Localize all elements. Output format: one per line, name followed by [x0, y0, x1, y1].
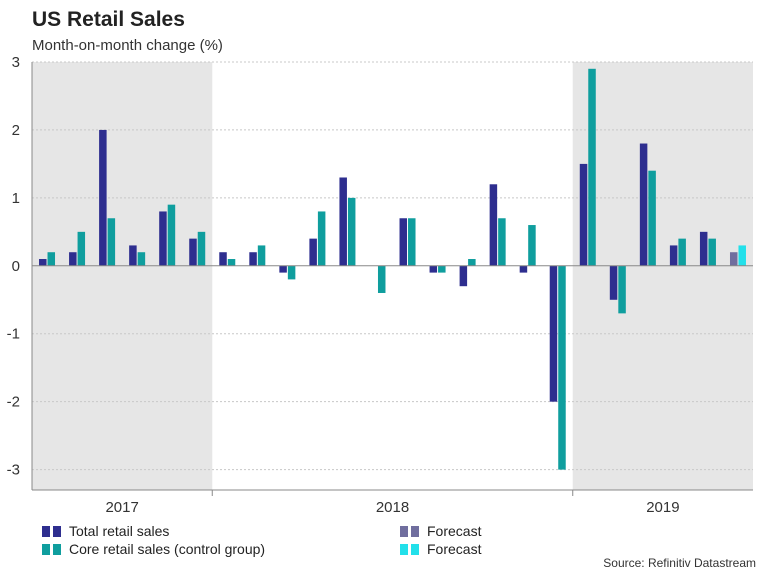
bar-total-retail: [609, 265, 618, 300]
bar-total-retail: [519, 265, 528, 273]
bar-core-retail: [558, 265, 566, 470]
legend-label-forecast-core: Forecast: [427, 541, 482, 557]
bar-core-retail: [77, 231, 86, 266]
bar-core-retail: [588, 68, 596, 266]
bar-total-retail: [39, 259, 47, 266]
legend-swatch-total: [42, 525, 50, 537]
bar-core-retail: [47, 252, 56, 266]
bar-core-retail: [528, 225, 536, 266]
y-tick-label: 3: [12, 54, 20, 71]
legend-label-total: Total retail sales: [69, 523, 170, 539]
bar-total-retail: [339, 177, 347, 266]
bar-total-retail: [579, 163, 588, 266]
bar-total-retail: [279, 265, 287, 273]
legend-item-forecast-total: Forecast: [400, 523, 481, 539]
bar-core-retail: [317, 211, 326, 266]
legend-swatch-forecast-core-2: [411, 543, 419, 555]
year-shade-2017: [32, 62, 213, 490]
legend-item-forecast-core: Forecast: [400, 541, 481, 557]
bar-total-retail: [549, 265, 558, 402]
chart-subtitle: Month-on-month change (%): [32, 37, 223, 54]
bar-core-retail: [377, 265, 386, 293]
bar-core-retail: [137, 252, 146, 266]
bar-core-retail: [438, 265, 446, 273]
legend-swatch-forecast-core: [400, 543, 408, 555]
y-tick-label: -1: [7, 326, 20, 343]
chart-title: US Retail Sales: [32, 8, 185, 31]
legend-item-core: Core retail sales (control group): [42, 541, 265, 557]
bar-total-retail: [189, 238, 197, 266]
legend-swatch-core: [42, 543, 50, 555]
bar-core-retail: [738, 245, 746, 266]
bar-total-retail: [159, 211, 167, 266]
bar-total-retail: [69, 252, 77, 266]
legend-label-forecast-total: Forecast: [427, 523, 482, 539]
bar-core-retail: [257, 245, 266, 266]
y-tick-label: -3: [7, 462, 20, 479]
bar-core-retail: [197, 231, 206, 266]
bar-total-retail: [429, 265, 438, 273]
bar-core-retail: [468, 259, 476, 266]
bar-total-retail: [489, 184, 498, 266]
bar-core-retail: [498, 218, 506, 266]
y-tick-label: -2: [7, 394, 20, 411]
y-tick-label: 1: [12, 190, 20, 207]
bar-core-retail: [678, 238, 686, 266]
year-shade-2019: [572, 62, 753, 490]
legend-swatch-core-2: [53, 543, 61, 555]
bar-core-retail: [408, 218, 416, 266]
bar-total-retail: [219, 252, 227, 266]
legend-item-total: Total retail sales: [42, 523, 169, 539]
bar-core-retail: [618, 265, 626, 314]
bar-total-retail: [459, 265, 468, 287]
bar-total-retail: [399, 218, 408, 266]
bar-total-retail: [669, 245, 678, 266]
bar-total-retail: [99, 129, 107, 266]
year-label-2019: 2019: [646, 499, 679, 516]
bar-core-retail: [648, 170, 656, 266]
bar-core-retail: [708, 238, 716, 266]
bar-core-retail: [107, 218, 116, 266]
bar-total-retail: [309, 238, 317, 266]
bar-core-retail: [347, 197, 356, 266]
y-tick-label: 0: [12, 258, 20, 275]
bar-core-retail: [167, 204, 176, 266]
bar-total-retail: [699, 231, 708, 266]
legend-swatch-forecast-total: [400, 525, 408, 537]
legend-label-core: Core retail sales (control group): [69, 541, 266, 557]
source-note: Source: Refinitiv Datastream: [603, 556, 756, 570]
bar-total-retail: [639, 143, 648, 266]
year-label-2018: 2018: [376, 499, 409, 516]
year-label-2017: 2017: [105, 499, 138, 516]
bar-core-retail: [227, 259, 236, 266]
bar-total-retail: [129, 245, 137, 266]
legend-swatch-total-2: [53, 525, 61, 537]
legend-swatch-forecast-total-2: [411, 525, 419, 537]
y-tick-label: 2: [12, 122, 20, 139]
bar-total-retail: [249, 252, 257, 266]
bar-core-retail: [287, 265, 296, 280]
bar-total-retail: [729, 252, 738, 266]
